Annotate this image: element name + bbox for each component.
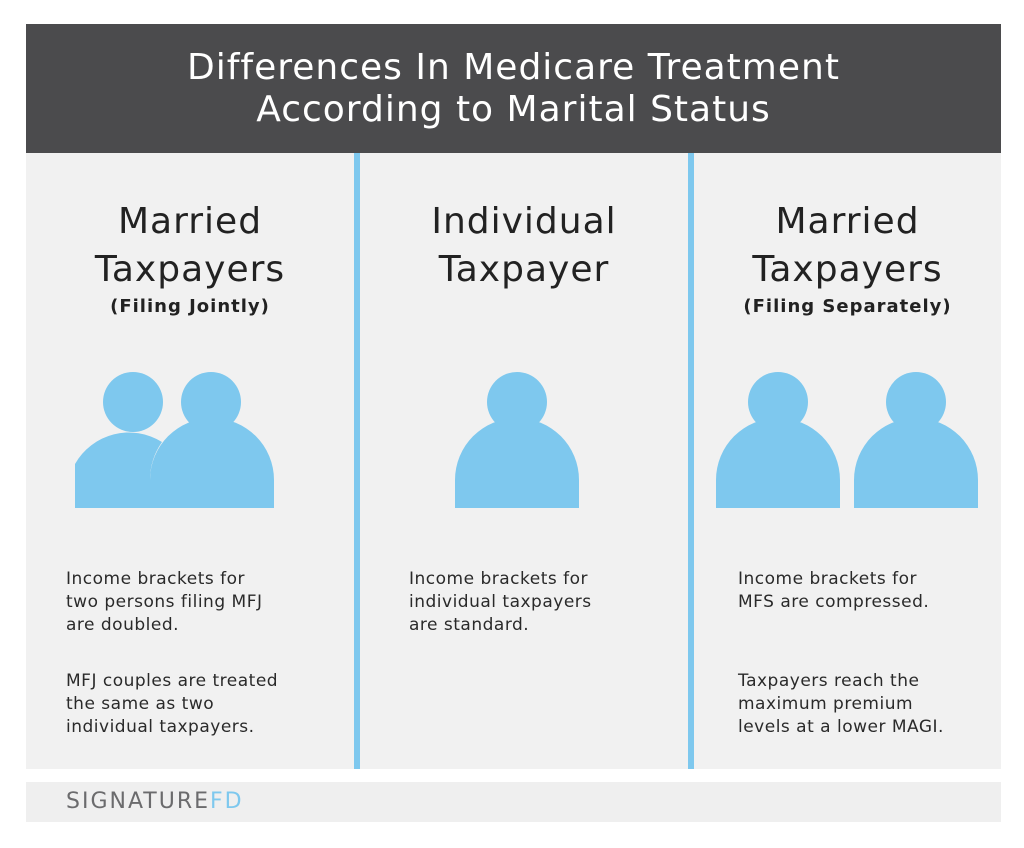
text-line: maximum premium — [738, 694, 914, 714]
column-divider-1 — [354, 153, 360, 769]
text-line: levels at a lower MAGI. — [738, 717, 944, 737]
column-title-line-2: Taxpayers — [752, 249, 943, 290]
title-line-2: According to Marital Status — [256, 88, 771, 130]
column-title-line-1: Individual — [431, 201, 617, 242]
header-banner: Differences In Medicare Treatment Accord… — [26, 24, 1001, 153]
text-line: Income brackets for — [738, 569, 918, 589]
text-line: the same as two — [66, 694, 215, 714]
column-title-line-2: Taxpayers — [94, 249, 286, 290]
column-title-line-1: Married — [117, 201, 263, 242]
column-subtitle: (Filing Separately) — [743, 296, 952, 317]
footer-bar: SIGNATUREFD — [26, 782, 1001, 822]
logo-text-fd: FD — [210, 789, 244, 814]
column-paragraph-1: Income brackets for individual taxpayers… — [409, 568, 592, 637]
column-divider-2 — [688, 153, 694, 769]
text-line: two persons filing MFJ — [66, 592, 263, 612]
column-paragraph-2: Taxpayers reach the maximum premium leve… — [738, 670, 944, 739]
text-line: MFJ couples are treated — [66, 671, 279, 691]
column-subtitle: (Filing Jointly) — [110, 296, 270, 317]
text-line: Income brackets for — [66, 569, 246, 589]
logo-text-signature: SIGNATURE — [66, 789, 211, 814]
title-line-1: Differences In Medicare Treatment — [187, 46, 840, 88]
column-title-line-1: Married — [775, 201, 920, 242]
text-line: individual taxpayers — [409, 592, 592, 612]
column-individual: Individual Taxpayer Income brackets for … — [360, 153, 688, 769]
text-line: MFS are compressed. — [738, 592, 930, 612]
text-line: are standard. — [409, 615, 530, 635]
text-line: individual taxpayers. — [66, 717, 255, 737]
column-paragraph-1: Income brackets for MFS are compressed. — [738, 568, 929, 614]
text-line: are doubled. — [66, 615, 180, 635]
column-paragraph-1: Income brackets for two persons filing M… — [66, 568, 263, 637]
two-persons-separate-icon — [716, 372, 978, 508]
single-person-icon — [455, 372, 579, 508]
text-line: Taxpayers reach the — [738, 671, 920, 691]
column-married-joint: Married Taxpayers (Filing Jointly) Incom… — [26, 153, 354, 769]
column-married-separate: Married Taxpayers (Filing Separately) In… — [694, 153, 1001, 769]
signaturefd-logo: SIGNATUREFD — [66, 789, 244, 814]
two-persons-overlapping-icon — [75, 372, 274, 508]
text-line: Income brackets for — [409, 569, 589, 589]
column-paragraph-2: MFJ couples are treated the same as two … — [66, 670, 278, 739]
column-title-line-2: Taxpayer — [438, 249, 610, 290]
